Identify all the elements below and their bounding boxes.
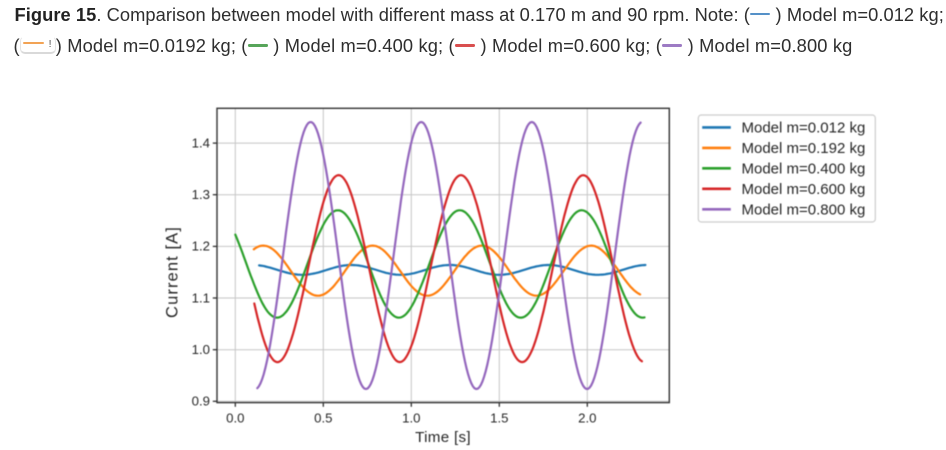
svg-text:0.5: 0.5 (314, 411, 332, 426)
svg-text:2.0: 2.0 (578, 411, 596, 426)
svg-text:Model m=0.600 kg: Model m=0.600 kg (742, 181, 866, 198)
svg-text:Model m=0.012 kg: Model m=0.012 kg (742, 120, 866, 137)
svg-text:1.3: 1.3 (192, 187, 210, 202)
svg-text:0.0: 0.0 (226, 411, 244, 426)
svg-text:Model m=0.192 kg: Model m=0.192 kg (742, 140, 866, 157)
svg-text:1.0: 1.0 (192, 342, 210, 357)
svg-text:1.4: 1.4 (192, 135, 210, 150)
svg-text:1.1: 1.1 (192, 290, 210, 305)
svg-text:Current [A]: Current [A] (163, 226, 181, 318)
svg-text:Model m=0.400 kg: Model m=0.400 kg (742, 161, 866, 178)
svg-text:1.5: 1.5 (490, 411, 508, 426)
svg-text:Time [s]: Time [s] (415, 429, 471, 446)
svg-text:0.9: 0.9 (192, 394, 210, 409)
svg-text:Model m=0.800 kg: Model m=0.800 kg (742, 202, 866, 219)
svg-text:1.2: 1.2 (192, 239, 210, 254)
svg-text:1.0: 1.0 (402, 411, 420, 426)
